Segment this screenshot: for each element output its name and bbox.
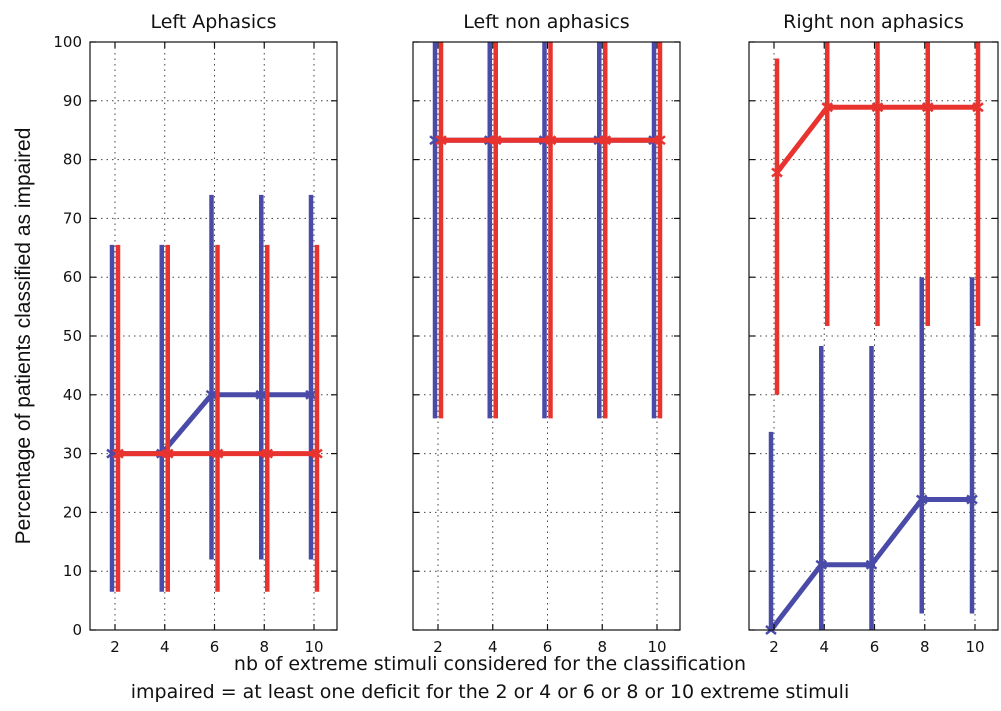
series-blue xyxy=(429,42,660,419)
data-point-marker xyxy=(771,167,783,178)
x-tick-label: 2 xyxy=(769,638,779,656)
x-tick-label: 2 xyxy=(433,638,443,656)
data-point-marker xyxy=(815,559,828,570)
data-point-marker xyxy=(544,135,557,146)
series-red xyxy=(435,42,666,419)
data-point-marker xyxy=(972,102,984,113)
x-tick-label: 4 xyxy=(488,638,498,656)
data-point-marker xyxy=(211,448,224,459)
x-tick-label: 10 xyxy=(647,638,666,656)
panel-title: Left Aphasics xyxy=(150,11,276,33)
x-tick-label: 8 xyxy=(259,638,269,656)
x-tick-label: 6 xyxy=(210,638,220,656)
y-tick-label: 10 xyxy=(63,562,82,580)
series-red xyxy=(771,42,984,395)
data-point-marker xyxy=(311,448,323,459)
series-blue xyxy=(106,194,317,592)
y-tick-label: 60 xyxy=(63,268,82,286)
data-point-marker xyxy=(489,135,502,146)
data-point-marker xyxy=(599,135,612,146)
panel-3: Right non aphasics 2 4 6 8 10 xyxy=(748,11,999,656)
data-point-marker xyxy=(871,102,884,113)
x-tick-label: 8 xyxy=(597,638,607,656)
data-point-marker xyxy=(654,135,666,146)
data-point-marker xyxy=(112,448,124,459)
y-tick-label: 40 xyxy=(63,386,82,404)
x-tick-label: 4 xyxy=(160,638,170,656)
y-tick-label: 50 xyxy=(63,327,82,345)
data-point-marker xyxy=(261,448,274,459)
y-tick-label: 30 xyxy=(63,445,82,463)
panel-2: Left non aphasics 2 4 6 8 10 xyxy=(412,11,681,656)
data-point-marker xyxy=(915,494,928,505)
data-point-marker xyxy=(966,494,978,505)
data-point-marker xyxy=(921,102,934,113)
data-point-marker xyxy=(821,102,834,113)
y-tick-label: 80 xyxy=(63,151,82,169)
panel-title: Left non aphasics xyxy=(463,11,629,33)
series-red xyxy=(112,244,323,592)
series-blue xyxy=(765,277,978,635)
x-tick-label: 10 xyxy=(965,638,984,656)
x-tick-label: 6 xyxy=(870,638,880,656)
data-point-marker xyxy=(161,448,174,459)
y-tick-label: 0 xyxy=(72,621,82,639)
y-tick-label: 90 xyxy=(63,92,82,110)
y-axis-label: Percentage of patients classified as imp… xyxy=(12,128,35,545)
x-tick-label: 6 xyxy=(543,638,553,656)
x-tick-label: 4 xyxy=(819,638,829,656)
data-point-marker xyxy=(205,389,218,400)
impaired-definition-note: impaired = at least one deficit for the … xyxy=(131,681,850,703)
data-point-marker xyxy=(255,389,268,400)
y-tick-label: 100 xyxy=(53,33,82,51)
data-point-marker xyxy=(865,559,878,570)
x-tick-label: 2 xyxy=(110,638,120,656)
data-point-marker xyxy=(305,389,317,400)
x-tick-label: 8 xyxy=(920,638,930,656)
data-point-marker xyxy=(435,135,447,146)
y-tick-label: 20 xyxy=(63,503,82,521)
panel-title: Right non aphasics xyxy=(783,11,964,33)
x-tick-label: 10 xyxy=(304,638,323,656)
x-axis-label: nb of extreme stimuli considered for the… xyxy=(234,653,746,675)
y-tick-label: 70 xyxy=(63,209,82,227)
